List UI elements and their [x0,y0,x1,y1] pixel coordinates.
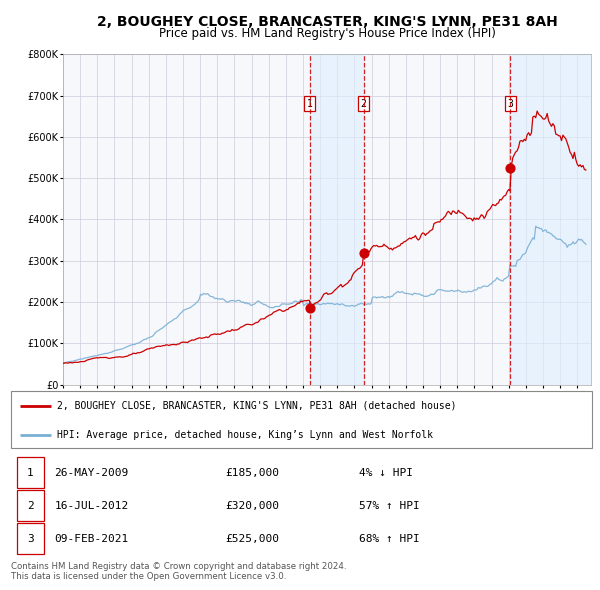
Text: 26-MAY-2009: 26-MAY-2009 [55,468,128,478]
Text: £525,000: £525,000 [226,534,280,544]
Text: 2, BOUGHEY CLOSE, BRANCASTER, KING'S LYNN, PE31 8AH (detached house): 2, BOUGHEY CLOSE, BRANCASTER, KING'S LYN… [57,401,457,411]
Text: 2: 2 [361,99,367,109]
Text: This data is licensed under the Open Government Licence v3.0.: This data is licensed under the Open Gov… [11,572,286,581]
Text: 1: 1 [27,468,34,478]
Text: 1: 1 [307,99,313,109]
Text: 3: 3 [508,99,514,109]
Text: 16-JUL-2012: 16-JUL-2012 [55,501,128,511]
Text: 2, BOUGHEY CLOSE, BRANCASTER, KING'S LYNN, PE31 8AH: 2, BOUGHEY CLOSE, BRANCASTER, KING'S LYN… [97,15,557,29]
Point [506,163,515,172]
Text: Contains HM Land Registry data © Crown copyright and database right 2024.: Contains HM Land Registry data © Crown c… [11,562,346,571]
Text: 68% ↑ HPI: 68% ↑ HPI [359,534,420,544]
Text: Price paid vs. HM Land Registry's House Price Index (HPI): Price paid vs. HM Land Registry's House … [158,27,496,40]
Text: 2: 2 [27,501,34,511]
Text: 57% ↑ HPI: 57% ↑ HPI [359,501,420,511]
Bar [310,54,364,385]
Text: HPI: Average price, detached house, King’s Lynn and West Norfolk: HPI: Average price, detached house, King… [57,430,433,440]
Text: £320,000: £320,000 [226,501,280,511]
FancyBboxPatch shape [11,391,592,448]
FancyBboxPatch shape [17,523,44,555]
Point [305,303,314,313]
FancyBboxPatch shape [17,457,44,489]
Text: 4% ↓ HPI: 4% ↓ HPI [359,468,413,478]
Bar [511,54,591,385]
Text: 3: 3 [27,534,34,544]
Point [359,248,368,257]
Text: £185,000: £185,000 [226,468,280,478]
Text: 09-FEB-2021: 09-FEB-2021 [55,534,128,544]
FancyBboxPatch shape [17,490,44,522]
